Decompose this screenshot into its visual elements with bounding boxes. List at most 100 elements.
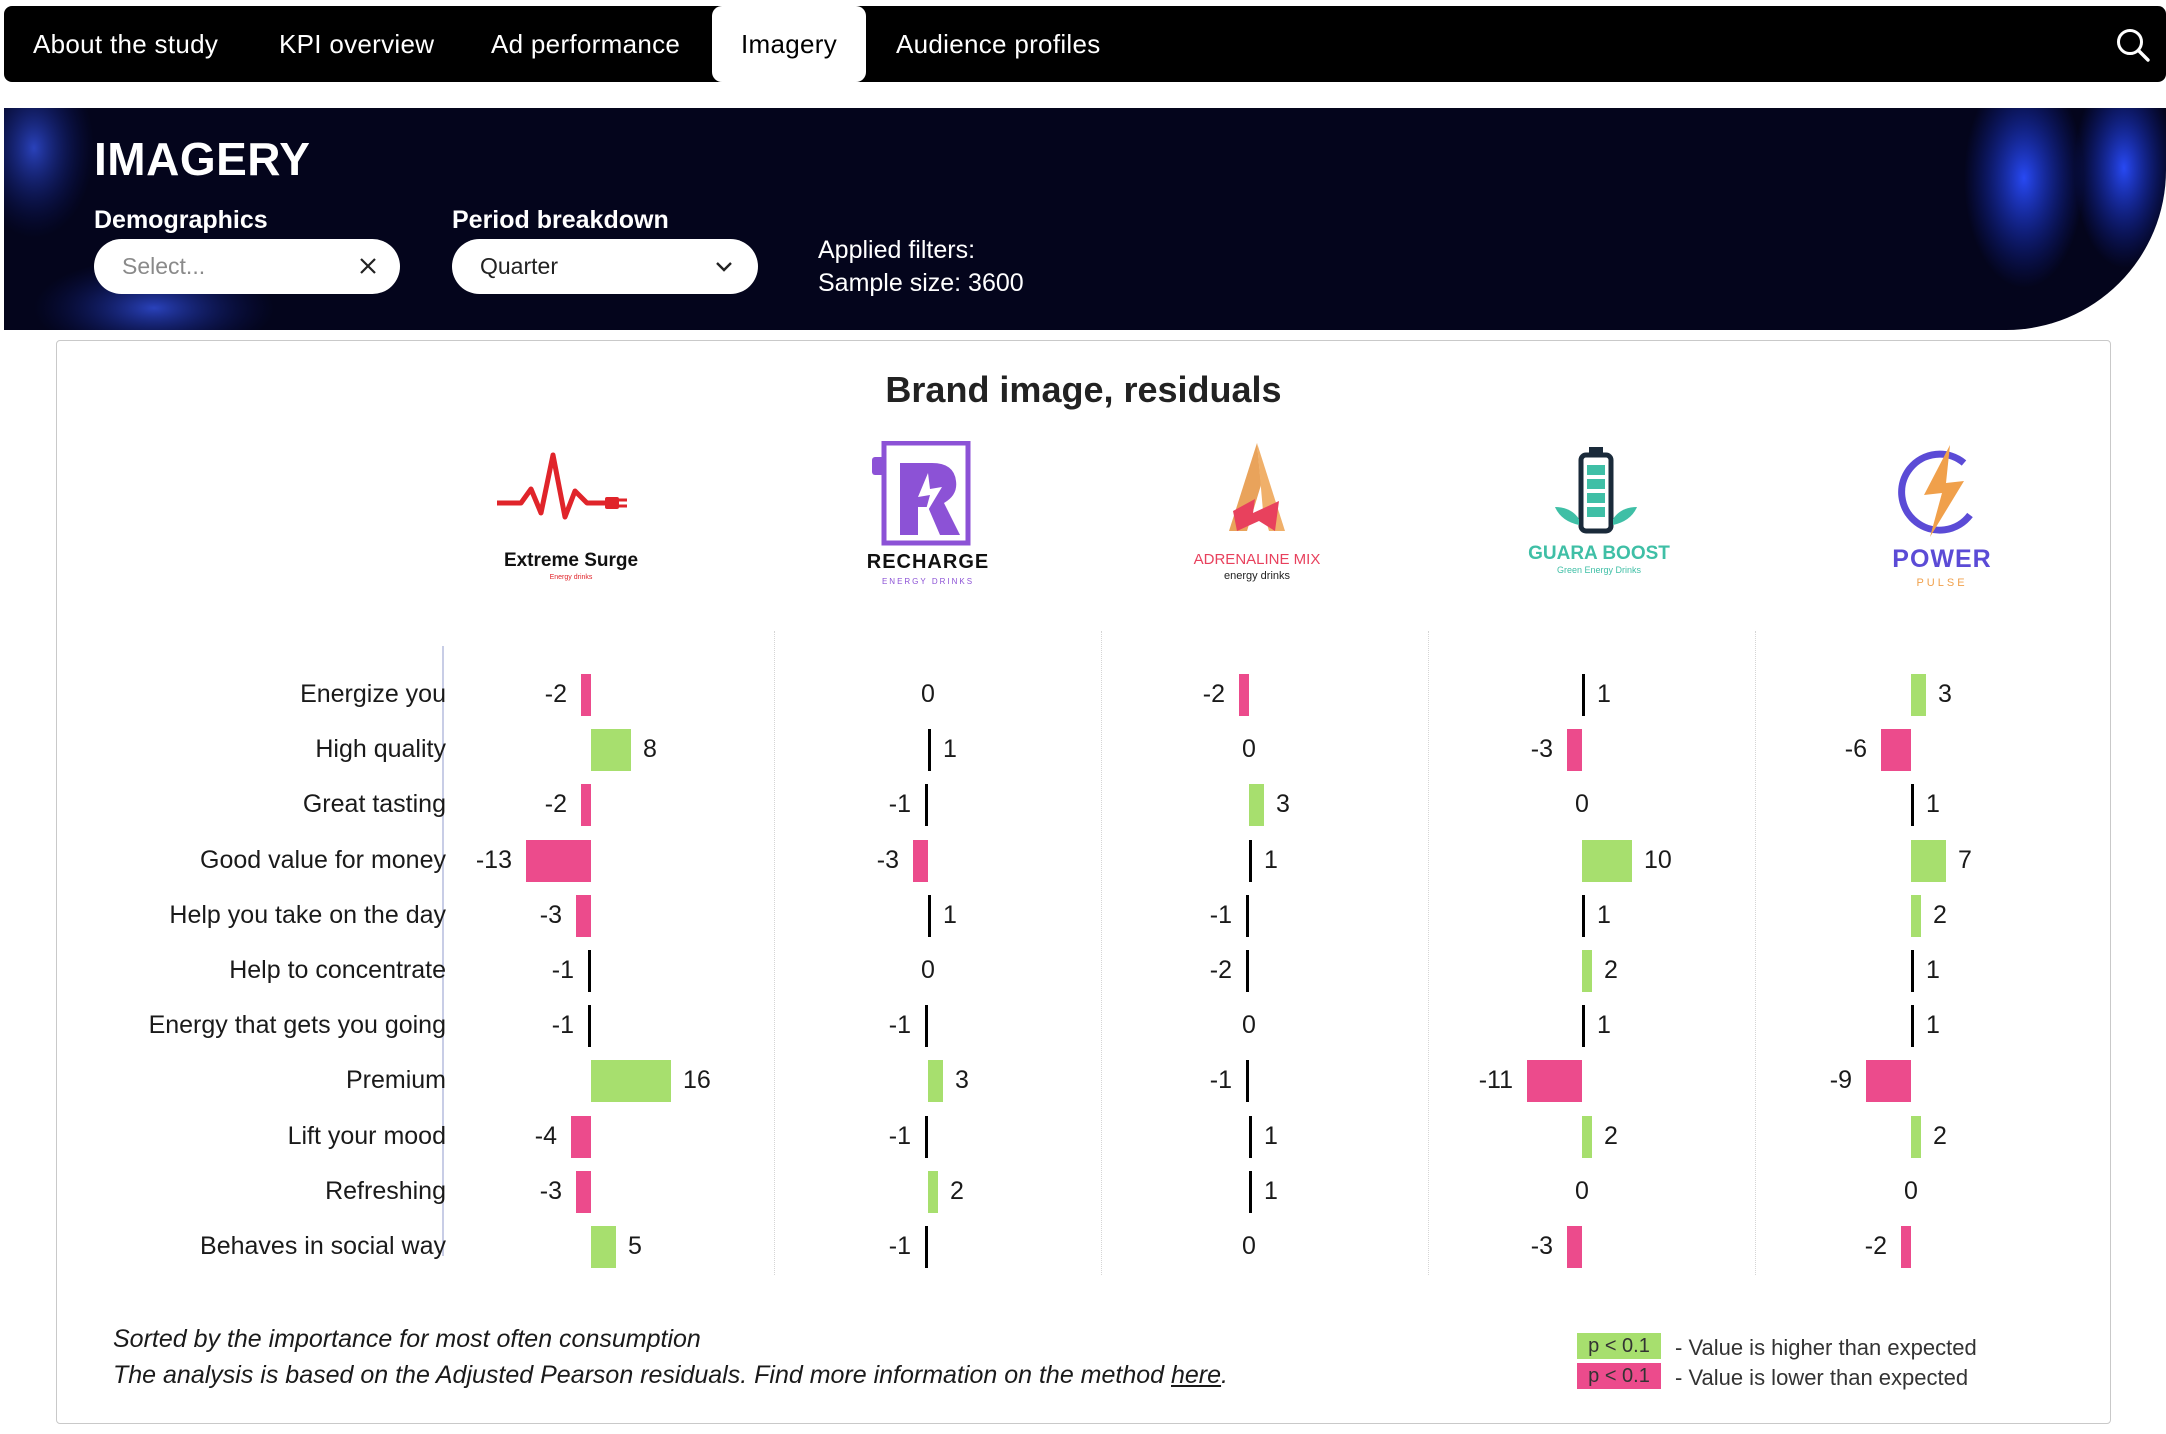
- value-label-guara-boost-good-value-for-money: 10: [1644, 845, 1672, 874]
- bar-extreme-surge-energy-that-gets-you-going: [588, 1005, 591, 1048]
- value-label-power-great-tasting: 1: [1926, 790, 1940, 819]
- bar-recharge-premium: [928, 1060, 943, 1103]
- adrenaline-mix-name: ADRENALINE MIX: [1193, 551, 1321, 568]
- battery-leaf-icon: [1555, 447, 1637, 534]
- value-label-extreme-surge-high-quality: 8: [643, 735, 657, 764]
- value-label-extreme-surge-lift-your-mood: -4: [534, 1121, 557, 1150]
- value-label-guara-boost-great-tasting: 0: [1575, 790, 1589, 819]
- bar-adrenaline-mix-help-to-concentrate: [1246, 950, 1249, 992]
- bar-power-help-to-concentrate: [1911, 950, 1914, 992]
- value-label-recharge-lift-your-mood: -1: [888, 1121, 911, 1150]
- clear-icon[interactable]: [358, 256, 378, 276]
- method-info-link[interactable]: here: [1171, 1361, 1222, 1389]
- recharge-subtitle: ENERGY DRINKS: [881, 577, 975, 586]
- value-label-recharge-premium: 3: [955, 1066, 969, 1095]
- row-label-energy-that-gets-you-going: Energy that gets you going: [148, 1011, 446, 1040]
- value-label-extreme-surge-help-you-take-on-the-day: -3: [539, 900, 562, 929]
- bar-extreme-surge-high-quality: [591, 729, 631, 772]
- page-header: IMAGERY Demographics Select... Period br…: [4, 108, 2166, 330]
- value-label-adrenaline-mix-behaves-in-social-way: 0: [1242, 1232, 1256, 1260]
- value-label-guara-boost-premium: -11: [1478, 1066, 1513, 1095]
- bar-adrenaline-mix-refreshing: [1249, 1170, 1252, 1213]
- value-label-extreme-surge-premium: 16: [683, 1066, 711, 1095]
- value-label-adrenaline-mix-energy-that-gets-you-going: 0: [1242, 1011, 1256, 1040]
- applied-filters-text: Applied filters:: [818, 236, 976, 264]
- bar-guara-boost-good-value-for-money: [1582, 839, 1632, 882]
- value-label-recharge-help-to-concentrate: 0: [921, 956, 935, 984]
- bar-extreme-surge-energize-you: [581, 674, 591, 716]
- value-label-recharge-help-you-take-on-the-day: 1: [943, 900, 957, 929]
- row-label-help-you-take-on-the-day: Help you take on the day: [169, 900, 446, 929]
- value-label-adrenaline-mix-energize-you: -2: [1202, 680, 1225, 708]
- value-label-power-behaves-in-social-way: -2: [1864, 1232, 1887, 1260]
- tab-kpi-overview[interactable]: KPI overview: [279, 29, 435, 59]
- tab-ad-performance[interactable]: Ad performance: [491, 29, 681, 59]
- value-label-power-help-you-take-on-the-day: 2: [1933, 900, 1947, 929]
- demographics-label: Demographics: [94, 206, 268, 234]
- value-label-adrenaline-mix-good-value-for-money: 1: [1264, 845, 1278, 874]
- brand-image-chart-card: Brand image, residuals Extreme Surge Ene…: [56, 340, 2111, 1424]
- bar-guara-boost-behaves-in-social-way: [1567, 1226, 1582, 1268]
- method-note-text: The analysis is based on the Adjusted Pe…: [113, 1361, 1171, 1389]
- period-breakdown-value: Quarter: [480, 253, 558, 279]
- value-label-guara-boost-help-you-take-on-the-day: 1: [1597, 900, 1611, 929]
- bar-adrenaline-mix-premium: [1246, 1060, 1249, 1103]
- legend-higher-swatch: p < 0.1: [1577, 1333, 1661, 1359]
- value-label-power-energize-you: 3: [1938, 680, 1952, 708]
- value-label-adrenaline-mix-refreshing: 1: [1264, 1176, 1278, 1205]
- bar-guara-boost-high-quality: [1567, 729, 1582, 772]
- value-label-adrenaline-mix-great-tasting: 3: [1276, 790, 1290, 819]
- demographics-select[interactable]: Select...: [94, 239, 400, 294]
- row-label-energize-you: Energize you: [300, 680, 446, 708]
- bar-extreme-surge-premium: [591, 1060, 671, 1103]
- bar-power-premium: [1866, 1060, 1911, 1103]
- bar-extreme-surge-lift-your-mood: [571, 1115, 591, 1158]
- value-label-recharge-high-quality: 1: [943, 735, 957, 764]
- bar-recharge-behaves-in-social-way: [925, 1226, 928, 1268]
- value-label-power-energy-that-gets-you-going: 1: [1926, 1011, 1940, 1040]
- value-label-adrenaline-mix-high-quality: 0: [1242, 735, 1256, 764]
- legend-higher-text: - Value is higher than expected: [1675, 1335, 1977, 1360]
- chart-title: Brand image, residuals: [885, 369, 1282, 410]
- value-label-recharge-energy-that-gets-you-going: -1: [888, 1011, 911, 1040]
- search-icon[interactable]: [2114, 26, 2152, 64]
- row-label-behaves-in-social-way: Behaves in social way: [200, 1232, 446, 1260]
- bar-guara-boost-energy-that-gets-you-going: [1582, 1005, 1585, 1048]
- row-label-help-to-concentrate: Help to concentrate: [229, 956, 446, 984]
- tab-audience-profiles[interactable]: Audience profiles: [896, 29, 1101, 59]
- period-breakdown-select[interactable]: Quarter: [452, 239, 758, 294]
- bar-power-behaves-in-social-way: [1901, 1226, 1911, 1268]
- column-separator: [1428, 631, 1429, 1275]
- page-title: IMAGERY: [94, 133, 311, 185]
- tab-imagery[interactable]: Imagery: [712, 6, 867, 82]
- period-breakdown-label: Period breakdown: [452, 206, 669, 234]
- bar-power-help-you-take-on-the-day: [1911, 894, 1921, 937]
- applied-filters-info: Applied filters: Sample size: 3600: [818, 234, 1024, 300]
- bar-guara-boost-premium: [1527, 1060, 1582, 1103]
- adrenaline-mix-subtitle: energy drinks: [1223, 570, 1291, 582]
- bar-recharge-high-quality: [928, 729, 931, 772]
- value-label-power-good-value-for-money: 7: [1958, 845, 1972, 874]
- column-separator: [1755, 631, 1756, 1275]
- bar-recharge-refreshing: [928, 1170, 938, 1213]
- value-label-guara-boost-lift-your-mood: 2: [1604, 1121, 1618, 1150]
- adrenaline-a-icon: [1229, 443, 1285, 531]
- value-label-guara-boost-help-to-concentrate: 2: [1604, 956, 1618, 984]
- bar-extreme-surge-help-to-concentrate: [588, 950, 591, 992]
- extreme-surge-subtitle: Energy drinks: [549, 574, 593, 581]
- bar-power-lift-your-mood: [1911, 1115, 1921, 1158]
- value-label-recharge-behaves-in-social-way: -1: [888, 1232, 911, 1260]
- bar-guara-boost-lift-your-mood: [1582, 1115, 1592, 1158]
- power-pulse-name: POWER: [1892, 545, 1992, 573]
- lightning-circle-icon: [1898, 445, 1973, 537]
- tab-about-the-study[interactable]: About the study: [33, 29, 219, 59]
- value-label-extreme-surge-refreshing: -3: [539, 1176, 562, 1205]
- bar-power-great-tasting: [1911, 784, 1914, 827]
- guara-boost-subtitle: Green Energy Drinks: [1556, 565, 1642, 575]
- value-label-recharge-refreshing: 2: [950, 1176, 964, 1205]
- category-axis-line: [442, 646, 444, 1256]
- recharge-name: RECHARGE: [866, 551, 990, 573]
- value-label-guara-boost-behaves-in-social-way: -3: [1530, 1232, 1553, 1260]
- bar-power-high-quality: [1881, 729, 1911, 772]
- value-label-extreme-surge-help-to-concentrate: -1: [551, 956, 574, 984]
